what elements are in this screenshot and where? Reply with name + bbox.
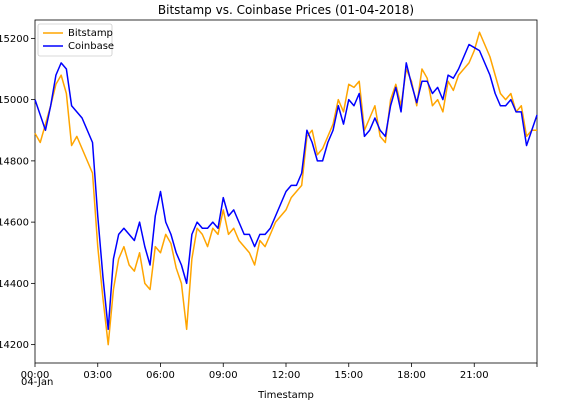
series-line-bitstamp xyxy=(34,31,537,346)
y-axis: 14200 14400 14600 14800 15000 15200 xyxy=(0,34,35,351)
x-tick-label: 03:00 xyxy=(83,370,112,381)
legend-box xyxy=(37,23,113,57)
x-tick-label: 15:00 xyxy=(334,370,363,381)
y-tick-label: 14400 xyxy=(0,279,29,290)
y-tick-label: 14200 xyxy=(0,340,29,351)
series-line-coinbase xyxy=(34,43,538,331)
series-layer xyxy=(34,31,538,346)
x-tick-label: 18:00 xyxy=(397,370,426,381)
legend-label-bitstamp: Bitstamp xyxy=(68,28,113,39)
x-axis: 00:00 03:00 06:00 09:00 12:00 15:00 18:00 21:00 xyxy=(21,363,538,381)
legend: Bitstamp Coinbase xyxy=(37,23,114,57)
x-tick-label: 21:00 xyxy=(460,370,489,381)
y-tick-label: 15000 xyxy=(0,95,29,106)
y-tick-label: 14600 xyxy=(0,218,29,229)
y-tick-label: 14800 xyxy=(0,156,29,167)
y-tick-label: 15200 xyxy=(0,34,29,45)
chart-title: Bitstamp vs. Coinbase Prices (01-04-2018… xyxy=(158,3,414,17)
x-axis-label: Timestamp xyxy=(257,390,314,401)
legend-label-coinbase: Coinbase xyxy=(68,41,114,52)
x-tick-label: 06:00 xyxy=(146,370,175,381)
x-tick-label: 12:00 xyxy=(272,370,301,381)
x-date-label: 04-Jan xyxy=(21,377,53,388)
x-tick-label: 09:00 xyxy=(209,370,238,381)
x-tick-label: 00:00 xyxy=(21,370,50,381)
